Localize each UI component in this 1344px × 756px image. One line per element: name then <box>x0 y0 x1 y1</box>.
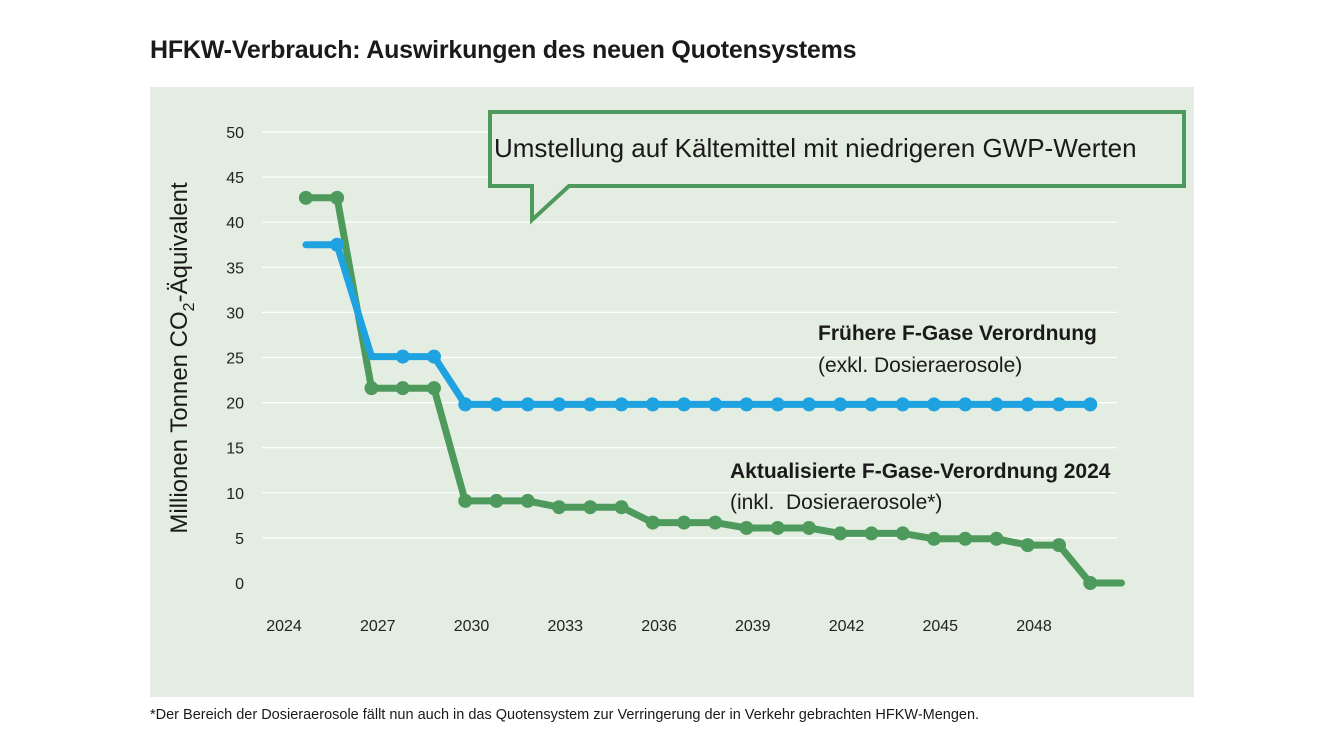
data-point-new <box>833 526 848 541</box>
data-point-old <box>802 397 816 412</box>
callout-box <box>488 110 1186 225</box>
data-point-new <box>864 526 879 541</box>
x-tick-label: 2036 <box>641 618 677 635</box>
data-point-old <box>958 397 973 412</box>
series-new-name: Aktualisierte F-Gase-Verordnung 2024 <box>730 460 1111 483</box>
data-point-new <box>927 531 941 546</box>
y-tick-label: 40 <box>226 215 244 232</box>
data-point-old <box>1020 397 1035 412</box>
x-tick-labels: 2024 2027 2030 2033 2036 2039 2042 2045 2048 <box>266 618 1052 635</box>
data-point-old <box>864 397 879 412</box>
data-point-old <box>677 397 691 412</box>
data-point-old <box>583 397 598 412</box>
data-point-new <box>989 531 1004 546</box>
data-point-old <box>489 397 504 412</box>
data-point-new <box>708 515 723 530</box>
y-tick-label: 20 <box>226 396 244 413</box>
data-point-old <box>552 397 566 412</box>
data-point-new <box>520 493 535 508</box>
y-tick-label: 45 <box>226 170 244 187</box>
data-point-new <box>802 520 816 535</box>
data-point-new <box>770 520 785 535</box>
data-point-new <box>489 493 504 508</box>
data-point-old <box>395 349 410 364</box>
plot-panel <box>150 87 1194 697</box>
data-point-new <box>583 500 598 515</box>
data-point-new <box>427 381 441 396</box>
x-tick-label: 2027 <box>360 618 396 635</box>
data-point-old <box>645 397 660 412</box>
data-point-old <box>1052 397 1066 412</box>
data-point-new <box>330 190 345 205</box>
data-point-new <box>958 531 973 546</box>
series-old <box>302 237 1098 412</box>
data-point-old <box>833 397 848 412</box>
y-tick-label: 30 <box>226 305 244 322</box>
data-point-old <box>895 397 910 412</box>
x-tick-label: 2024 <box>266 618 302 635</box>
data-point-new <box>677 515 691 530</box>
data-point-new <box>395 381 410 396</box>
y-axis-label: Millionen Tonnen CO2-Äquivalent <box>166 182 198 534</box>
data-point-old <box>739 397 754 412</box>
data-point-new <box>645 515 660 530</box>
data-point-new <box>1083 576 1098 590</box>
y-tick-label: 0 <box>235 576 244 593</box>
callout-text: Umstellung auf Kältemittel mit niedriger… <box>494 133 1137 163</box>
series-old-note: (exkl. Dosieraerosole) <box>818 354 1022 377</box>
data-point-new <box>298 190 313 205</box>
x-tick-label: 2045 <box>922 618 958 635</box>
data-point-old <box>427 349 441 364</box>
data-point-new <box>552 500 566 515</box>
data-point-new <box>1052 538 1066 553</box>
y-tick-label: 35 <box>226 260 244 277</box>
data-point-old <box>520 397 535 412</box>
data-point-old <box>330 237 345 252</box>
data-point-new <box>895 526 910 541</box>
data-point-old <box>770 397 785 412</box>
data-point-old <box>1083 397 1098 412</box>
y-tick-labels: 0 5 10 15 20 25 30 35 40 45 50 <box>226 125 244 593</box>
y-tick-label: 50 <box>226 125 244 142</box>
x-tick-label: 2039 <box>735 618 771 635</box>
x-tick-label: 2033 <box>547 618 583 635</box>
data-point-new <box>364 381 379 396</box>
data-point-old <box>458 397 473 412</box>
data-point-old <box>708 397 723 412</box>
footnote: *Der Bereich der Dosieraerosole fällt nu… <box>150 707 980 723</box>
y-tick-label: 15 <box>226 441 244 458</box>
data-point-old <box>927 397 941 412</box>
data-point-old <box>614 397 629 412</box>
data-point-new <box>458 493 473 508</box>
data-point-new <box>739 520 754 535</box>
y-tick-label: 25 <box>226 351 244 368</box>
x-tick-label: 2048 <box>1016 618 1052 635</box>
series-old-name: Frühere F-Gase Verordnung <box>818 322 1097 345</box>
y-tick-label: 5 <box>235 531 244 548</box>
chart-title: HFKW-Verbrauch: Auswirkungen des neuen Q… <box>150 36 857 64</box>
callout: Umstellung auf Kältemittel mit niedriger… <box>488 110 1186 225</box>
x-tick-label: 2042 <box>829 618 865 635</box>
data-point-new <box>1020 538 1035 553</box>
series-new <box>298 190 1125 590</box>
y-tick-label: 10 <box>226 486 244 503</box>
series-new-note: (inkl. Dosieraerosole*) <box>730 491 942 514</box>
data-point-new <box>614 500 629 515</box>
series-layer <box>298 190 1125 590</box>
data-point-old <box>989 397 1004 412</box>
x-tick-label: 2030 <box>454 618 490 635</box>
